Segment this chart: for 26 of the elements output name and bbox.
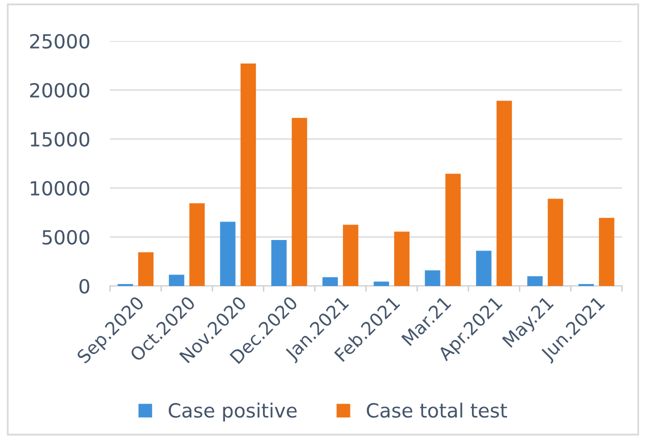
bar — [240, 64, 256, 286]
bar — [445, 174, 461, 286]
bar — [292, 118, 308, 286]
y-tick-label: 5000 — [42, 230, 90, 245]
bar — [138, 252, 154, 286]
y-tick-label: 20000 — [30, 82, 90, 98]
legend-label: Case total test — [366, 402, 508, 418]
legend-label: Case positive — [168, 402, 297, 422]
y-tick-label: 25000 — [30, 34, 90, 49]
bar — [220, 222, 236, 286]
bar — [548, 198, 564, 286]
y-tick-label: 10000 — [30, 180, 90, 196]
bar — [322, 277, 338, 286]
y-tick-label: 15000 — [30, 132, 90, 147]
y-tick-label: 0 — [79, 278, 90, 294]
bar — [424, 270, 440, 286]
bar — [598, 218, 614, 286]
bar — [342, 224, 358, 286]
bar — [189, 203, 205, 286]
bar — [527, 276, 543, 286]
bar — [394, 232, 410, 286]
bar — [374, 282, 390, 286]
bar — [271, 240, 287, 286]
bar — [496, 100, 512, 286]
bar — [476, 250, 492, 286]
bar — [168, 274, 184, 286]
